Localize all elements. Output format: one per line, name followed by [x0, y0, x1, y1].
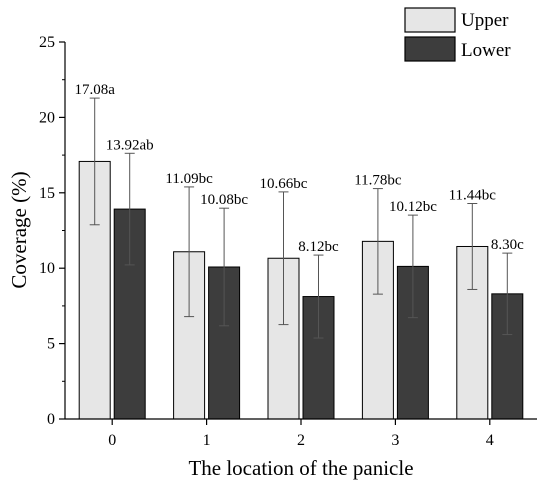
y-tick-label: 10 [39, 260, 55, 277]
legend-swatch-upper [404, 7, 456, 33]
legend-swatch-lower [404, 36, 456, 62]
x-tick-label: 0 [108, 432, 116, 449]
legend: Upper Lower [404, 7, 511, 62]
y-tick-label: 5 [47, 336, 55, 353]
y-ticks-layer: 0 5 10 15 20 25 [39, 34, 65, 428]
data-label: 11.44bc [449, 188, 497, 204]
legend-label-lower: Lower [461, 40, 511, 61]
data-label: 10.08bc [200, 192, 248, 208]
x-tick-label: 4 [486, 432, 494, 449]
data-label: 11.78bc [354, 173, 402, 189]
data-label: 17.08a [74, 82, 115, 98]
data-label: 10.66bc [260, 176, 308, 192]
x-ticks-layer: 0 1 2 3 4 [108, 419, 494, 449]
x-tick-label: 2 [297, 432, 305, 449]
data-label: 13.92ab [106, 137, 154, 153]
error-bars-layer [89, 97, 513, 339]
x-tick-label: 1 [203, 432, 211, 449]
y-tick-label: 15 [39, 185, 55, 202]
bar-upper-3 [361, 240, 394, 420]
y-tick-label: 20 [39, 109, 55, 126]
data-label: 10.12bc [389, 199, 437, 215]
y-axis-title: Coverage (%) [7, 171, 31, 288]
y-tick-label: 0 [47, 411, 55, 428]
data-label: 8.30c [491, 237, 524, 253]
data-label: 11.09bc [165, 171, 213, 187]
data-label: 8.12bc [298, 239, 339, 255]
y-tick-label: 25 [39, 34, 55, 51]
legend-label-upper: Upper [461, 10, 509, 31]
x-axis-title: The location of the panicle [188, 456, 413, 480]
x-tick-label: 3 [391, 432, 399, 449]
data-labels-layer: 17.08a 11.09bc 10.66bc 11.78bc 11.44bc 13.92a… [74, 82, 524, 255]
